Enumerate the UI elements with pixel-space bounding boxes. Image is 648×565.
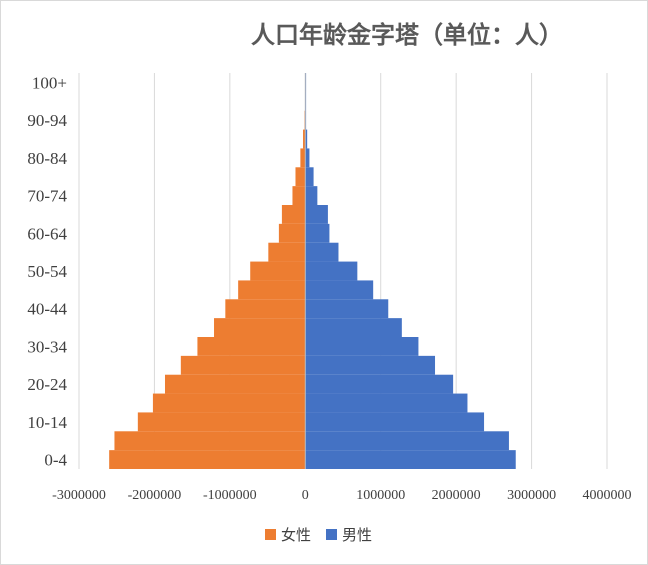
bar-male-20-24 (305, 374, 454, 394)
bar-male-65-69 (305, 205, 328, 224)
bar-female-85-89 (303, 129, 306, 149)
bar-male-0-4 (305, 450, 516, 469)
bars (109, 73, 516, 469)
y-tick-label: 70-74 (27, 187, 67, 206)
x-tick-label: 4000000 (583, 488, 632, 503)
bar-female-35-39 (214, 318, 306, 337)
bar-female-20-24 (164, 374, 306, 394)
bar-male-25-29 (305, 355, 436, 375)
x-tick-label: -3000000 (52, 488, 106, 503)
x-tick-label: -1000000 (203, 488, 257, 503)
bar-female-50-54 (250, 261, 306, 281)
bar-female-60-64 (278, 223, 306, 243)
y-tick-label: 40-44 (27, 300, 67, 319)
y-tick-label: 100+ (32, 73, 67, 92)
legend-swatch-female (265, 529, 276, 540)
y-tick-label: 50-54 (27, 262, 67, 281)
bar-male-50-54 (305, 261, 358, 281)
bar-male-75-79 (305, 167, 314, 187)
bar-female-80-84 (300, 148, 306, 168)
bar-female-40-44 (225, 299, 306, 319)
legend-swatch-male (326, 529, 337, 540)
y-tick-label: 20-24 (27, 375, 67, 394)
legend: 女性 男性 (265, 526, 372, 544)
y-tick-labels: 100+ 90-94 80-84 70-74 60-64 50-54 40-44 30-34 2… (27, 73, 67, 469)
x-tick-label: 2000000 (432, 488, 481, 503)
bar-female-75-79 (295, 167, 306, 187)
x-tick-label: -2000000 (128, 488, 182, 503)
x-tick-label: 3000000 (507, 488, 556, 503)
legend-label-female: 女性 (281, 526, 311, 544)
y-tick-label: 60-64 (27, 224, 67, 243)
y-tick-label: 0-4 (44, 451, 67, 470)
bar-male-10-14 (305, 412, 485, 432)
bar-male-55-59 (305, 242, 339, 262)
legend-label-male: 男性 (342, 526, 372, 544)
bar-female-0-4 (109, 450, 306, 469)
bar-female-70-74 (292, 186, 306, 205)
bar-male-40-44 (305, 299, 389, 319)
bar-female-15-19 (152, 393, 306, 413)
bar-female-65-69 (281, 205, 306, 224)
bar-male-15-19 (305, 393, 468, 413)
y-tick-label: 10-14 (27, 413, 67, 432)
bar-male-45-49 (305, 280, 374, 300)
y-tick-label: 30-34 (27, 337, 67, 356)
y-tick-label: 80-84 (27, 149, 67, 168)
bar-male-30-34 (305, 337, 419, 356)
gridlines (78, 73, 608, 469)
x-tick-label: 0 (302, 488, 309, 503)
bar-male-85-89 (305, 129, 308, 149)
bar-female-25-29 (180, 355, 306, 375)
bar-female-10-14 (137, 412, 306, 432)
bar-male-5-9 (305, 431, 509, 451)
bar-male-80-84 (305, 148, 310, 168)
bar-female-55-59 (268, 242, 306, 262)
bar-female-30-34 (197, 337, 306, 356)
bar-male-70-74 (305, 186, 318, 205)
bar-male-35-39 (305, 318, 402, 337)
x-tick-labels: -3000000 -2000000 -1000000 0 1000000 2000000 3… (52, 488, 631, 503)
x-tick-label: 1000000 (356, 488, 405, 503)
bar-female-5-9 (114, 431, 306, 451)
chart-title: 人口年龄金字塔（单位：人） (251, 20, 563, 49)
y-tick-label: 90-94 (27, 111, 67, 130)
bar-female-45-49 (238, 280, 306, 300)
bar-male-60-64 (305, 223, 330, 243)
